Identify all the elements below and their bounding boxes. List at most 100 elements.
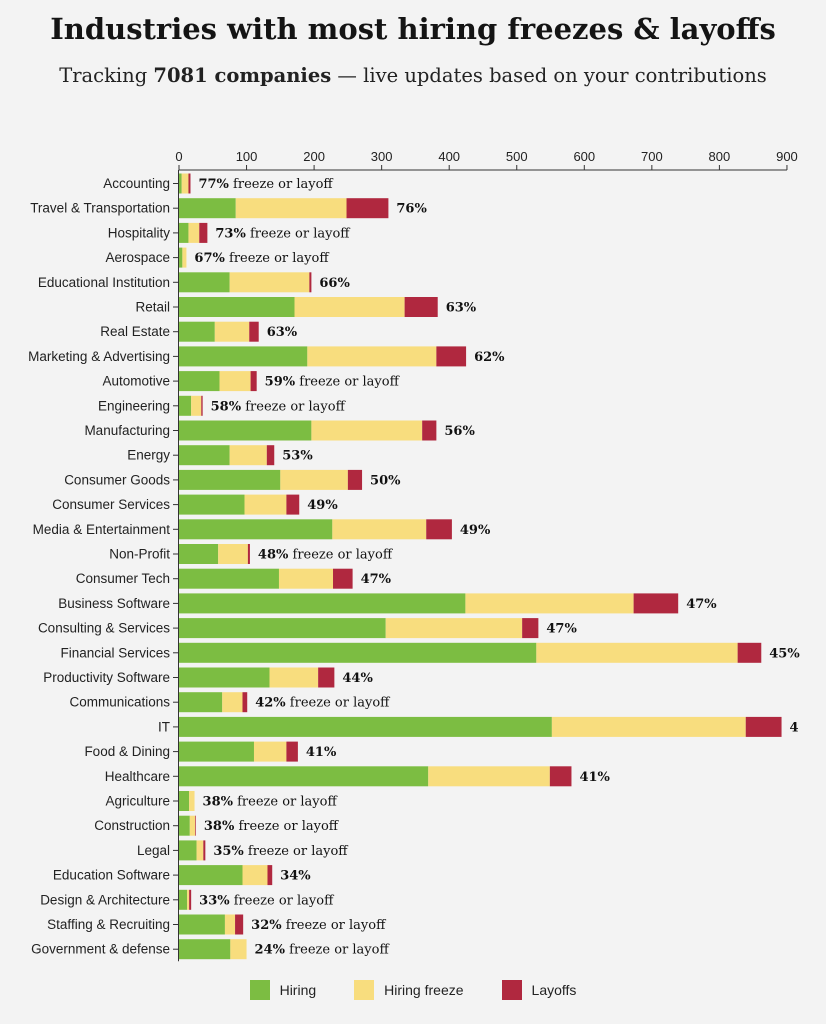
category-label-agriculture: Agriculture	[105, 794, 170, 809]
bar-hiring-freeze-real-estate	[214, 321, 250, 342]
category-label-educational-institution: Educational Institution	[38, 275, 170, 290]
bar-layoffs-productivity-software	[318, 667, 335, 688]
bar-layoffs-consulting-and-services	[522, 618, 539, 639]
bar-hiring-freeze-consumer-tech	[278, 568, 334, 589]
bar-hiring-freeze-design-and-architecture	[187, 889, 190, 910]
bar-hiring-freeze-consumer-goods	[280, 469, 348, 490]
bar-hiring-energy	[179, 445, 230, 466]
bar-layoffs-non-profit	[247, 544, 250, 564]
data-label-percent: 45%	[769, 646, 800, 661]
data-label-suffix: freeze or layoff	[246, 226, 351, 241]
legend-label-hiring-freeze: Hiring freeze	[384, 982, 464, 998]
bar-layoffs-manufacturing	[422, 420, 437, 441]
data-label-percent: 77%	[198, 177, 229, 192]
data-label-percent: 66%	[319, 276, 350, 291]
data-label-retail: 63%	[446, 301, 477, 316]
data-label-suffix: freeze or layoff	[295, 375, 400, 390]
bar-hiring-freeze-consumer-services	[244, 494, 287, 515]
data-label-hospitality: 73% freeze or layoff	[215, 226, 351, 241]
category-label-education-software: Education Software	[53, 868, 170, 883]
data-label-suffix: freeze or layoff	[244, 844, 349, 859]
data-label-percent: 47%	[546, 622, 577, 637]
data-label-it: 4	[790, 720, 799, 735]
bar-hiring-hospitality	[179, 222, 189, 243]
category-label-consumer-goods: Consumer Goods	[64, 472, 170, 487]
category-label-accounting: Accounting	[103, 176, 170, 191]
legend-swatch-hiring-freeze	[354, 980, 375, 1000]
bar-hiring-education-software	[179, 865, 243, 886]
category-label-non-profit: Non-Profit	[109, 547, 170, 562]
data-label-consumer-tech: 47%	[361, 572, 392, 587]
bar-hiring-productivity-software	[179, 667, 270, 688]
x-tick-label: 200	[303, 149, 325, 164]
x-tick-label: 900	[776, 149, 798, 164]
bar-layoffs-education-software	[267, 865, 273, 886]
bar-hiring-aerospace	[179, 247, 183, 268]
bar-hiring-freeze-legal	[196, 840, 204, 861]
bar-hiring-marketing-and-advertising	[179, 346, 308, 367]
bar-hiring-freeze-engineering	[191, 395, 202, 416]
bar-hiring-financial-services	[179, 642, 537, 663]
data-label-percent: 48%	[258, 548, 289, 563]
bar-hiring-automotive	[179, 371, 220, 392]
bar-hiring-accounting	[179, 173, 182, 194]
bar-layoffs-hospitality	[199, 222, 208, 243]
data-label-percent: 34%	[280, 869, 311, 884]
bar-hiring-freeze-financial-services	[536, 642, 738, 663]
category-label-food-and-dining: Food & Dining	[84, 744, 170, 759]
x-tick-label: 800	[709, 149, 731, 164]
category-label-construction: Construction	[94, 818, 170, 833]
bar-hiring-manufacturing	[179, 420, 312, 441]
stacked-bar-chart: 0 100 200 300 400 500 600 700 800 900 Accounting 77…	[28, 149, 800, 962]
bar-hiring-freeze-government-and-defense	[230, 939, 247, 960]
data-label-suffix: freeze or layoff	[229, 177, 334, 192]
data-label-percent: 4	[790, 720, 799, 735]
data-label-percent: 67%	[194, 251, 225, 266]
category-label-consumer-services: Consumer Services	[52, 497, 170, 512]
bar-layoffs-retail	[404, 297, 438, 317]
bar-hiring-freeze-aerospace	[182, 247, 187, 268]
bar-layoffs-design-and-architecture	[189, 889, 192, 910]
bar-layoffs-real-estate	[249, 321, 259, 342]
data-label-suffix: freeze or layoff	[233, 795, 338, 810]
data-label-percent: 44%	[342, 671, 373, 686]
bar-hiring-retail	[179, 297, 295, 317]
bar-layoffs-it	[745, 716, 782, 737]
data-label-percent: 59%	[265, 375, 296, 390]
bar-layoffs-healthcare	[549, 766, 572, 787]
data-label-engineering: 58% freeze or layoff	[211, 399, 347, 414]
bar-hiring-consumer-goods	[179, 469, 281, 490]
data-label-travel-and-transportation: 76%	[396, 202, 427, 217]
data-label-healthcare: 41%	[579, 770, 610, 785]
data-label-construction: 38% freeze or layoff	[204, 819, 340, 834]
bar-hiring-freeze-manufacturing	[311, 420, 423, 441]
bar-hiring-educational-institution	[179, 272, 230, 293]
data-label-percent: 76%	[396, 202, 427, 217]
data-label-percent: 58%	[211, 399, 242, 414]
bar-hiring-consumer-tech	[179, 568, 279, 589]
chart-title: Industries with most hiring freezes & la…	[50, 12, 776, 46]
data-label-percent: 56%	[444, 424, 475, 439]
bar-hiring-freeze-accounting	[181, 173, 189, 194]
bar-hiring-freeze-it	[551, 716, 746, 737]
bar-hiring-freeze-educational-institution	[229, 272, 310, 293]
bar-layoffs-accounting	[188, 173, 191, 194]
data-label-suffix: freeze or layoff	[285, 943, 390, 958]
category-label-energy: Energy	[127, 448, 170, 463]
data-label-energy: 53%	[282, 449, 313, 464]
bar-hiring-design-and-architecture	[179, 889, 188, 910]
bar-hiring-consumer-services	[179, 494, 245, 515]
bar-layoffs-legal	[203, 840, 206, 861]
data-label-suffix: freeze or layoff	[288, 548, 393, 563]
data-label-percent: 32%	[251, 918, 282, 933]
data-label-percent: 73%	[215, 226, 246, 241]
data-label-suffix: freeze or layoff	[234, 819, 339, 834]
legend-item-layoffs: Layoffs	[501, 980, 576, 1000]
bar-layoffs-financial-services	[737, 642, 762, 663]
data-label-percent: 63%	[267, 325, 298, 340]
data-label-percent: 47%	[361, 572, 392, 587]
data-label-design-and-architecture: 33% freeze or layoff	[199, 893, 335, 908]
bar-hiring-government-and-defense	[179, 939, 231, 960]
data-label-staffing-and-recruiting: 32% freeze or layoff	[251, 918, 387, 933]
bar-hiring-communications	[179, 692, 223, 713]
